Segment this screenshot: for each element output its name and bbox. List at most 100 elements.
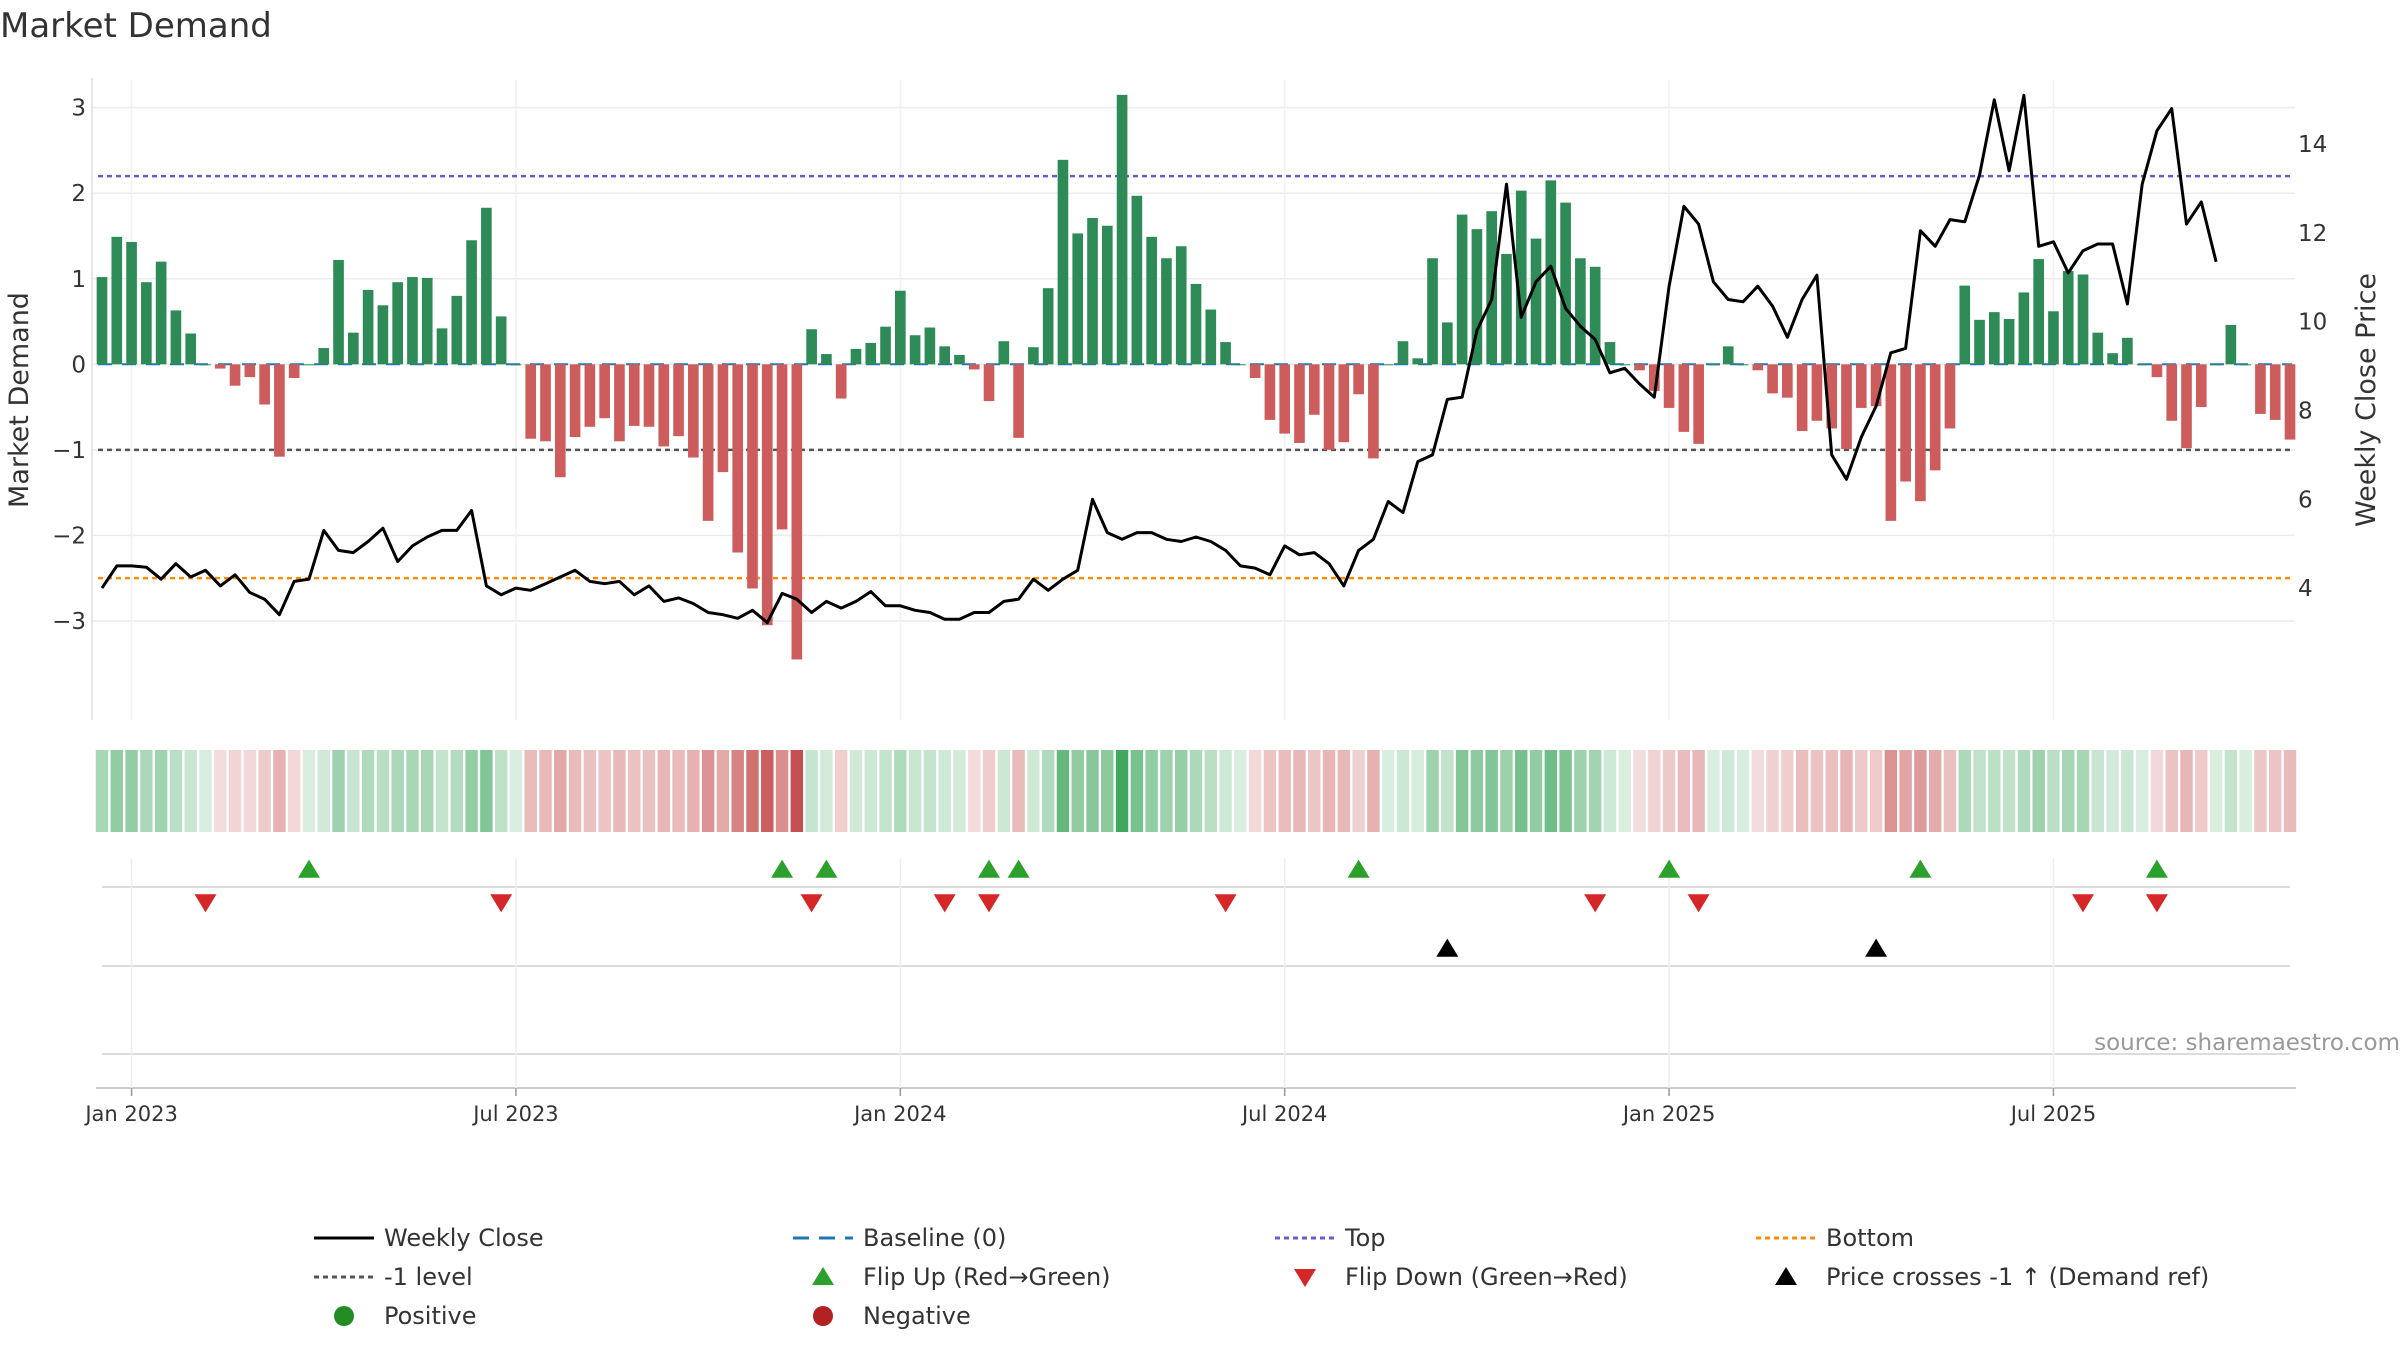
flip-down-marker: [194, 894, 217, 913]
demand-bar-positive: [1989, 312, 2000, 365]
x-tick-label: Jul 2024: [1240, 1102, 1327, 1126]
heat-cell: [1337, 750, 1351, 832]
heat-cell: [1027, 750, 1040, 832]
flip-down-marker: [978, 894, 1000, 913]
heat-cell: [953, 750, 966, 832]
heat-cell: [1766, 750, 1779, 832]
x-axis-ticks: Jan 2023 Jul 2023 Jan 2024 Jul 2024 Jan 2025…: [83, 1088, 2096, 1126]
demand-bar-positive: [1974, 319, 1985, 365]
heat-cell: [509, 750, 523, 832]
demand-bar-positive: [1412, 358, 1424, 365]
heat-cell: [317, 750, 330, 832]
legend-label: Baseline (0): [863, 1224, 1006, 1252]
heat-cell: [1308, 750, 1321, 832]
demand-bar-positive: [2210, 364, 2222, 366]
demand-bar-positive: [806, 329, 817, 365]
demand-bar-positive: [170, 310, 182, 365]
heat-cell: [982, 750, 996, 832]
demand-bar-negative: [1826, 364, 1838, 429]
heat-cell: [1086, 750, 1099, 832]
heat-cell: [1500, 750, 1513, 832]
heat-cell: [1219, 750, 1232, 832]
heat-cell: [1781, 750, 1794, 832]
reference-levels: [98, 174, 2292, 580]
heat-cell: [2106, 750, 2119, 832]
demand-bar-positive: [1575, 258, 1586, 365]
demand-bar-positive: [1087, 218, 1098, 365]
demand-bar-positive: [1205, 309, 1217, 365]
heat-cell: [746, 750, 759, 832]
y-axis-label-right: Weekly Close Price: [2351, 273, 2382, 527]
main-gridlines: [91, 78, 2295, 720]
heat-cell: [1204, 750, 1217, 832]
price-cross-marker: [1865, 938, 1888, 957]
demand-bar-positive: [1235, 364, 1246, 366]
demand-bar-negative: [835, 364, 847, 399]
demand-bar-negative: [2195, 364, 2207, 408]
demand-bar-positive: [333, 259, 344, 365]
heat-cell: [687, 750, 700, 832]
heat-cell: [450, 750, 464, 832]
heat-cell: [894, 750, 907, 832]
heat-cell: [140, 750, 153, 832]
demand-bar-positive: [821, 354, 832, 365]
demand-bar-positive: [1057, 159, 1069, 365]
demand-bar-positive: [1589, 266, 1601, 365]
heat-cell: [347, 750, 360, 832]
heat-cell: [1869, 750, 1883, 832]
demand-bar-negative: [2255, 364, 2266, 414]
heat-cell: [1160, 750, 1173, 832]
legend-circle-icon: [334, 1306, 354, 1326]
flip-up-marker: [1347, 859, 1370, 878]
legend-label: Weekly Close: [384, 1224, 544, 1252]
left-tick-label: 3: [71, 96, 86, 122]
demand-bar-positive: [2018, 292, 2030, 365]
heat-cell: [154, 750, 168, 832]
left-tick-label: −3: [52, 609, 86, 635]
demand-bar-positive: [436, 328, 448, 365]
heat-cell: [1618, 750, 1631, 832]
legend-item: Weekly Close: [314, 1224, 544, 1252]
demand-bar-positive: [1042, 288, 1054, 365]
heat-cell: [214, 750, 227, 832]
demand-bar-positive: [924, 327, 936, 365]
right-tick-label: 10: [2298, 310, 2327, 336]
heat-cell: [287, 750, 301, 832]
heat-cell: [628, 750, 641, 832]
demand-bar-positive: [1604, 342, 1616, 365]
flip-down-marker: [1214, 894, 1237, 913]
demand-bar-negative: [1308, 364, 1320, 415]
heat-cell: [2121, 750, 2134, 832]
demand-bar-positive: [451, 295, 463, 365]
demand-bar-negative: [1648, 364, 1660, 391]
heat-cell: [1322, 750, 1336, 832]
demand-bar-positive: [2092, 332, 2104, 365]
flip-down-marker: [2145, 894, 2168, 913]
demand-bar-positive: [1427, 258, 1438, 365]
heat-cell: [1722, 750, 1735, 832]
demand-bar-positive: [155, 261, 167, 365]
demand-bar-negative: [569, 364, 581, 438]
heat-cell: [199, 750, 212, 832]
demand-bar-negative: [2166, 364, 2178, 421]
demand-bar-positive: [318, 348, 330, 365]
demand-bar-negative: [1767, 364, 1778, 394]
legend-label: Flip Down (Green→Red): [1345, 1263, 1628, 1291]
demand-bar-positive: [954, 354, 965, 365]
heat-cell: [938, 750, 951, 832]
chart-legend: Weekly Close Baseline (0) Top Bottom -1 leve…: [314, 1224, 2209, 1330]
heat-cell: [1145, 750, 1158, 832]
legend-circle-icon: [813, 1306, 833, 1326]
demand-bar-negative: [1752, 364, 1764, 371]
demand-bar-positive: [1471, 229, 1483, 365]
heat-cell: [95, 750, 109, 832]
left-tick-label: 2: [71, 181, 86, 207]
demand-bar-negative: [599, 364, 610, 419]
heat-cell: [243, 750, 257, 832]
demand-bar-negative: [1693, 364, 1704, 444]
heat-cell: [1914, 750, 1927, 832]
heat-cell: [805, 750, 818, 832]
legend-label: Flip Up (Red→Green): [863, 1263, 1111, 1291]
legend-triangle-up-icon: [1775, 1267, 1797, 1285]
demand-bar-negative: [1900, 364, 1911, 482]
